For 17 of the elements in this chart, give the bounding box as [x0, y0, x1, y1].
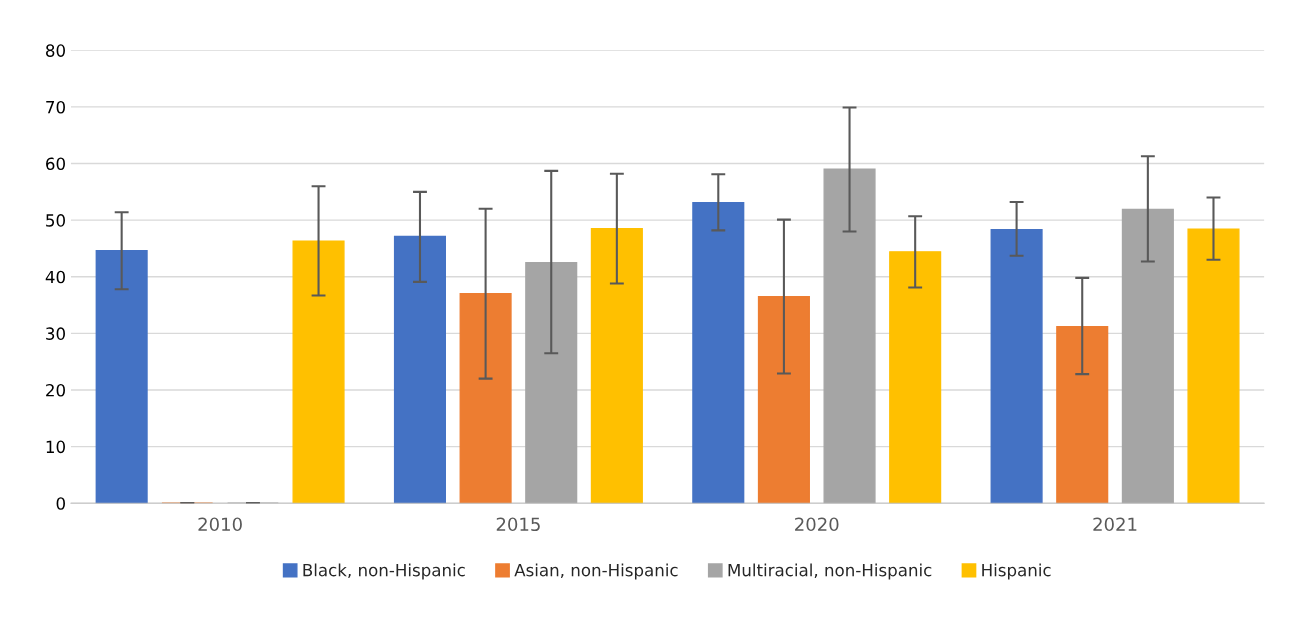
- legend-label: Black, non-Hispanic: [303, 563, 465, 580]
- legend-label: Hispanic: [982, 563, 1051, 580]
- y-tick-label: 30: [46, 327, 65, 340]
- y-tick-label: 40: [45, 270, 65, 284]
- x-tick-label: 2020: [795, 517, 839, 532]
- y-tick-label: 80: [46, 44, 65, 57]
- y-tick-label: 20: [46, 383, 65, 397]
- y-tick-label: 70: [46, 100, 65, 114]
- x-tick-label: 2015: [496, 517, 540, 532]
- y-tick-label: 0: [56, 497, 65, 510]
- y-tick-label: 50: [46, 214, 65, 227]
- legend-label: Asian, non-Hispanic: [514, 563, 678, 580]
- x-tick-label: 2010: [198, 517, 242, 532]
- y-tick-label: 60: [46, 157, 65, 171]
- legend-label: Multiracial, non-Hispanic: [728, 563, 932, 580]
- y-tick-label: 10: [46, 440, 65, 454]
- x-tick-label: 2021: [1093, 517, 1137, 532]
